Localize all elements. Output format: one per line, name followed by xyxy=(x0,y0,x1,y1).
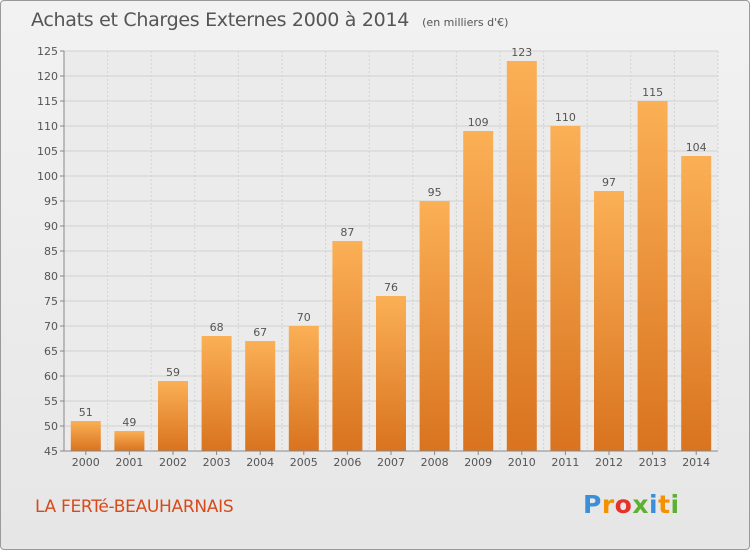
bar xyxy=(114,431,145,451)
value-label: 123 xyxy=(511,46,532,59)
y-tick-label: 125 xyxy=(37,45,58,58)
y-tick-label: 115 xyxy=(37,95,58,108)
value-label: 76 xyxy=(384,281,398,294)
y-tick-label: 75 xyxy=(44,295,58,308)
logo-letter: i xyxy=(670,490,680,519)
y-tick-label: 80 xyxy=(44,270,58,283)
logo-letter: o xyxy=(614,490,633,519)
bar xyxy=(506,61,537,451)
proxiti-logo: Proxiti xyxy=(583,490,680,519)
x-tick-label: 2002 xyxy=(159,456,187,469)
x-tick-label: 2012 xyxy=(595,456,623,469)
logo-letter: i xyxy=(649,490,659,519)
logo-letter: P xyxy=(583,490,602,519)
x-tick-label: 2007 xyxy=(377,456,405,469)
bar xyxy=(158,381,188,451)
x-tick-label: 2006 xyxy=(333,456,361,469)
y-tick-label: 105 xyxy=(37,145,58,158)
x-tick-label: 2013 xyxy=(639,456,667,469)
y-tick-label: 70 xyxy=(44,320,58,333)
bar xyxy=(288,326,319,451)
y-tick-label: 85 xyxy=(44,245,58,258)
commune-name: LA FERTé-BEAUHARNAIS xyxy=(35,497,234,517)
axes xyxy=(60,50,718,455)
value-label: 97 xyxy=(602,176,616,189)
x-tick-label: 2005 xyxy=(290,456,318,469)
y-tick-label: 90 xyxy=(44,220,58,233)
x-tick-label: 2004 xyxy=(246,456,274,469)
bar xyxy=(419,201,450,451)
logo-letter: x xyxy=(632,490,649,519)
x-tick-label: 2008 xyxy=(421,456,449,469)
value-label: 115 xyxy=(642,86,663,99)
value-label: 104 xyxy=(686,141,707,154)
labels: 45 50 55 60 65 70 75 80 85 90 95 100 105 110 115 120 125… xyxy=(37,45,710,469)
x-tick-label: 2009 xyxy=(464,456,492,469)
x-tick-label: 2014 xyxy=(682,456,710,469)
value-label: 51 xyxy=(79,406,93,419)
value-label: 109 xyxy=(468,116,489,129)
bar xyxy=(70,421,101,451)
y-tick-label: 50 xyxy=(44,420,58,433)
y-tick-label: 45 xyxy=(44,445,58,458)
bar xyxy=(332,241,363,451)
logo-letter: t xyxy=(658,490,671,519)
value-label: 95 xyxy=(428,186,442,199)
x-tick-label: 2000 xyxy=(72,456,100,469)
y-tick-label: 55 xyxy=(44,395,58,408)
bar xyxy=(637,101,668,451)
y-tick-label: 100 xyxy=(37,170,58,183)
chart-title-row: Achats et Charges Externes 2000 à 2014 (… xyxy=(31,9,508,31)
value-label: 110 xyxy=(555,111,576,124)
bar xyxy=(245,341,276,451)
chart-unit: (en milliers d'€) xyxy=(422,16,509,29)
chart-title: Achats et Charges Externes 2000 à 2014 xyxy=(31,9,410,31)
y-tick-label: 120 xyxy=(37,70,58,83)
logo-letter: r xyxy=(601,490,615,519)
bar xyxy=(550,126,581,451)
x-tick-label: 2001 xyxy=(115,456,143,469)
bars xyxy=(70,61,712,451)
bar xyxy=(681,156,712,451)
bar xyxy=(201,336,232,451)
value-label: 59 xyxy=(166,366,180,379)
value-label: 87 xyxy=(340,226,354,239)
x-tick-label: 2003 xyxy=(203,456,231,469)
value-label: 70 xyxy=(297,311,311,324)
y-tick-label: 65 xyxy=(44,345,58,358)
y-tick-label: 110 xyxy=(37,120,58,133)
x-tick-label: 2010 xyxy=(508,456,536,469)
x-tick-label: 2011 xyxy=(551,456,579,469)
value-label: 67 xyxy=(253,326,267,339)
bar xyxy=(376,296,406,451)
y-tick-label: 95 xyxy=(44,195,58,208)
value-label: 68 xyxy=(210,321,224,334)
bar xyxy=(463,131,494,451)
y-tick-label: 60 xyxy=(44,370,58,383)
value-label: 49 xyxy=(122,416,136,429)
bar xyxy=(594,191,624,451)
